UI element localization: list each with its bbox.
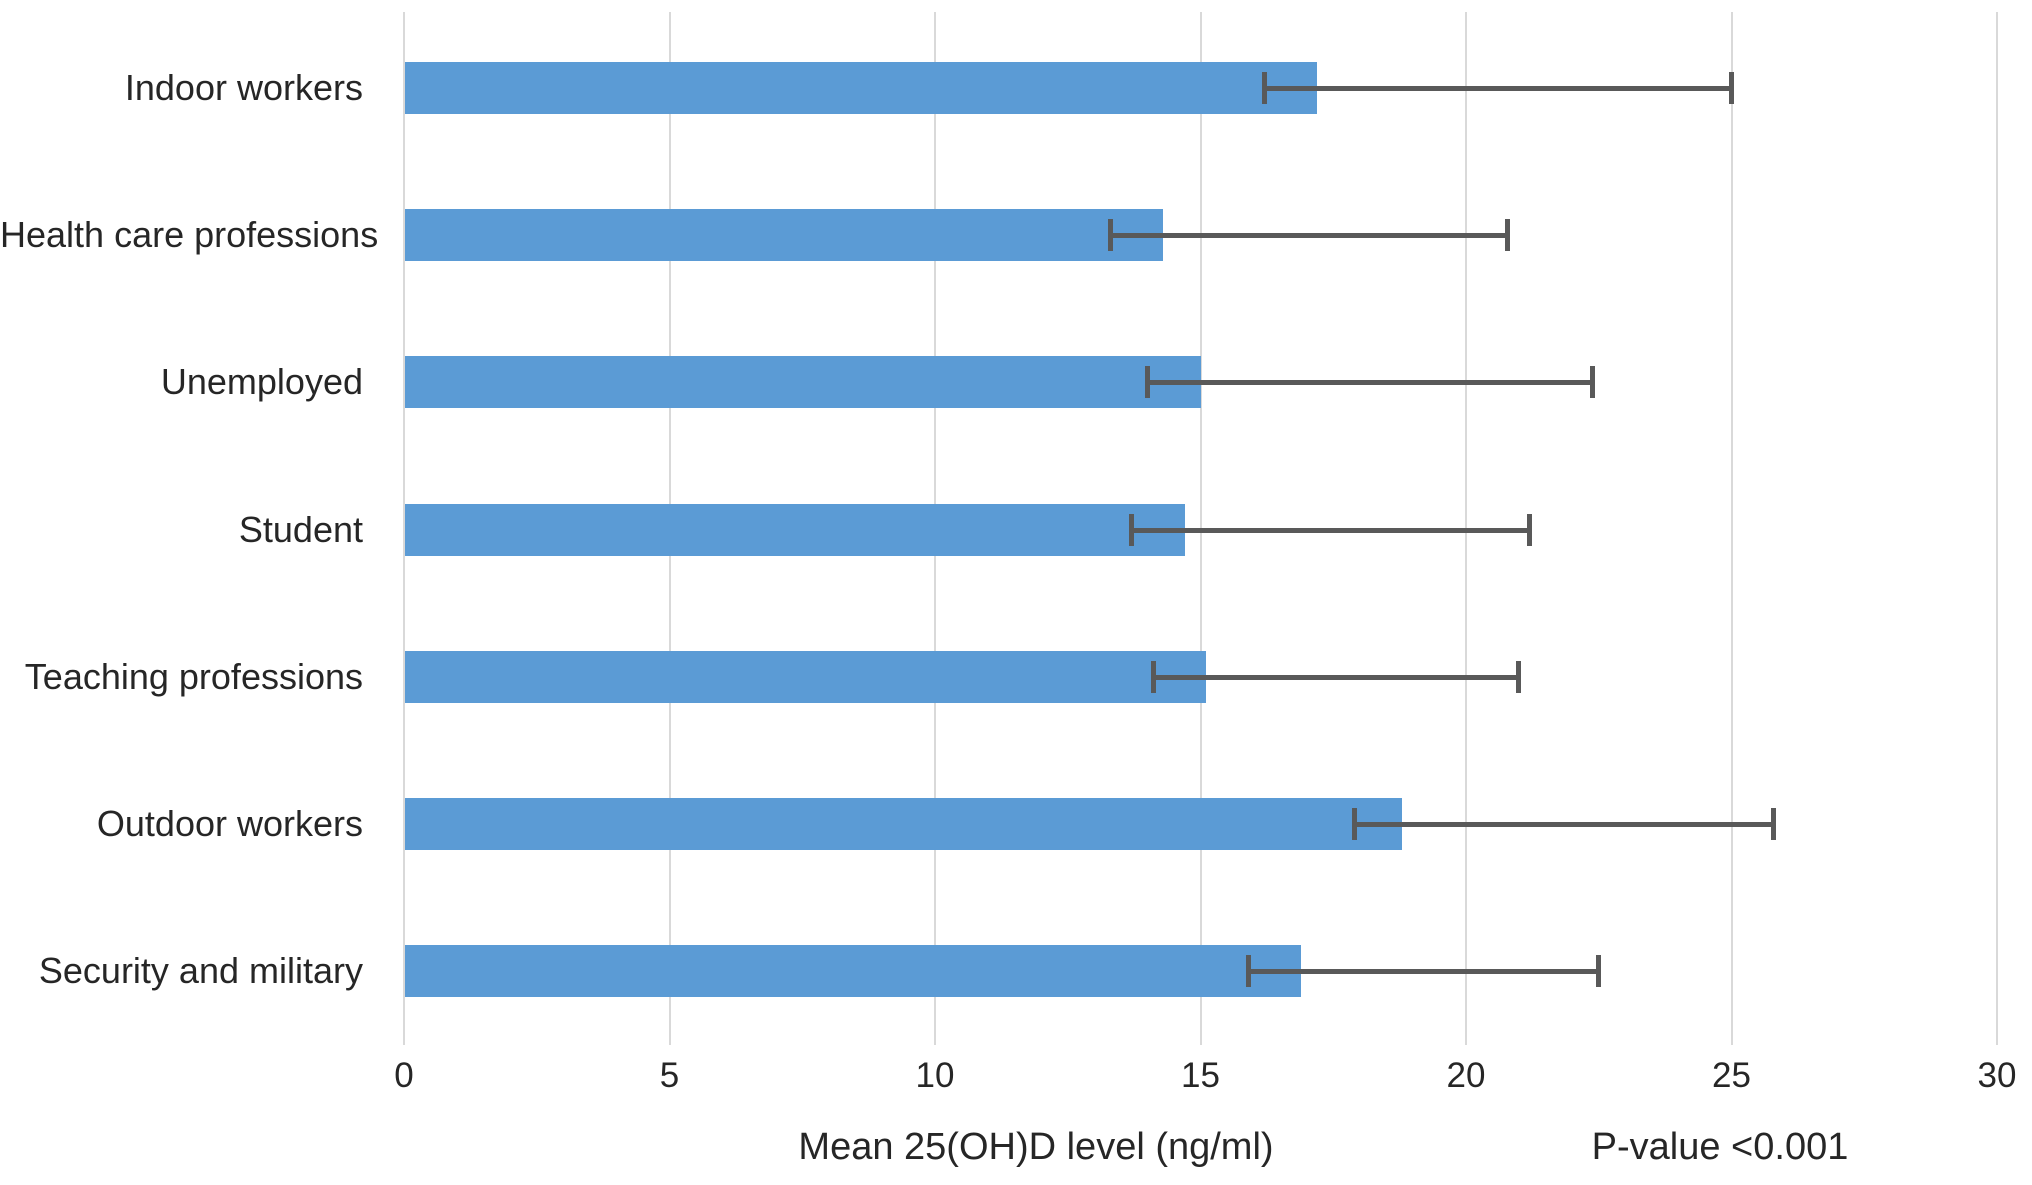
error-bar-low-cap <box>1246 955 1252 988</box>
x-tick-label: 30 <box>1977 1056 2017 1095</box>
bar <box>405 356 1201 409</box>
error-bar-low-cap <box>1262 72 1268 104</box>
gridline <box>1996 12 1998 1045</box>
error-bar-high-cap <box>1728 72 1734 104</box>
error-bar-high-cap <box>1526 513 1532 546</box>
x-tick-label: 25 <box>1712 1056 1751 1095</box>
error-bar <box>1264 86 1732 91</box>
error-bar <box>1110 233 1509 239</box>
error-bar-low-cap <box>1352 808 1358 840</box>
error-bar-low-cap <box>1108 219 1114 252</box>
x-tick-label: 5 <box>659 1056 680 1095</box>
x-tick-label: 10 <box>915 1056 955 1095</box>
x-tick-label: 20 <box>1446 1056 1486 1095</box>
p-value-annotation: P-value <0.001 <box>1591 1126 1849 1168</box>
x-axis-title: Mean 25(OH)D level (ng/ml) <box>798 1126 1274 1168</box>
category-label: Teaching professions <box>24 655 363 697</box>
error-bar <box>1248 969 1599 975</box>
error-bar-low-cap <box>1129 513 1135 546</box>
bar <box>405 62 1318 114</box>
x-tick-label: 15 <box>1181 1056 1220 1095</box>
error-bar-low-cap <box>1150 660 1156 693</box>
error-bar-high-cap <box>1595 955 1601 988</box>
error-bar <box>1152 674 1520 680</box>
error-bar-high-cap <box>1516 660 1522 693</box>
bar <box>405 798 1403 850</box>
gridline <box>403 12 405 1045</box>
error-bar <box>1354 822 1774 827</box>
error-bar <box>1147 380 1594 386</box>
bar <box>405 209 1164 262</box>
bar <box>405 945 1302 998</box>
error-bar <box>1131 527 1530 533</box>
category-label: Health care professions <box>0 214 379 256</box>
category-label: Unemployed <box>160 361 363 403</box>
error-bar-low-cap <box>1145 366 1151 399</box>
bar <box>405 503 1185 556</box>
gridline <box>1730 12 1733 1045</box>
category-label: Indoor workers <box>124 67 363 108</box>
category-label: Outdoor workers <box>96 803 363 844</box>
x-tick-label: 0 <box>394 1056 414 1095</box>
error-bar-high-cap <box>1770 808 1776 840</box>
bar <box>405 650 1206 703</box>
error-bar-high-cap <box>1590 366 1596 399</box>
error-bar-high-cap <box>1505 219 1511 252</box>
category-label: Student <box>238 508 363 550</box>
category-label: Security and military <box>38 950 363 992</box>
